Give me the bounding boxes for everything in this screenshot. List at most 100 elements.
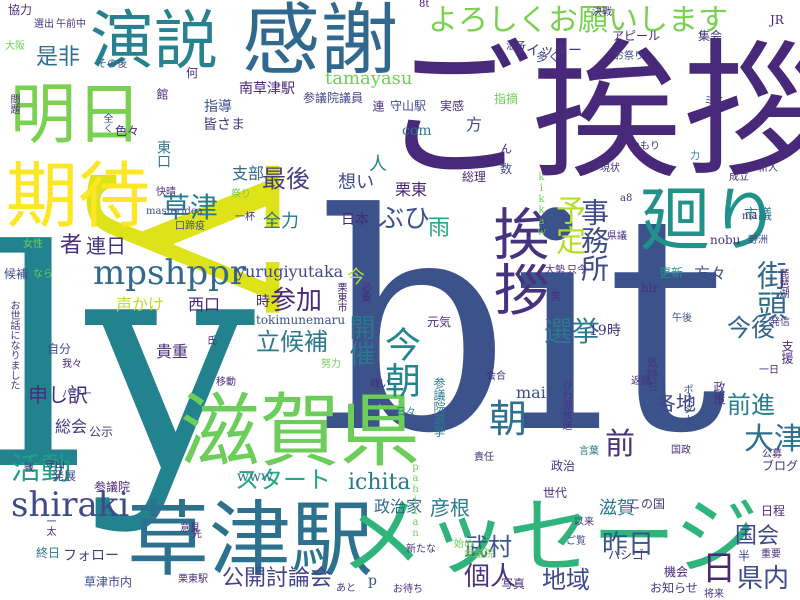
word-tadaima: 只今 bbox=[567, 265, 587, 276]
word-mawari: 廻り bbox=[640, 179, 780, 261]
word-kikkaw: kikkaw bbox=[536, 172, 547, 238]
word-kojin: 個人 bbox=[464, 562, 517, 592]
word-aisatsu-vertical: 挨拶 bbox=[484, 205, 549, 317]
word-hitsuyou: 必要 bbox=[359, 282, 370, 302]
word-kakuchi: 各地 bbox=[656, 391, 696, 415]
word-shien: 支援 bbox=[780, 340, 794, 364]
word-shiga: 滋賀 bbox=[599, 498, 635, 519]
word-kengi: 県議 bbox=[607, 231, 627, 242]
word-kotoba: 言葉 bbox=[579, 446, 599, 457]
word-zenryoku: 全力 bbox=[263, 211, 299, 232]
word-nishiguchi: 西口 bbox=[188, 295, 221, 314]
word-minasama: 皆さま bbox=[203, 117, 245, 133]
word-jibun: 自分 bbox=[47, 342, 72, 356]
word-osaka: 大阪 bbox=[5, 41, 25, 52]
word-shuujitsu: 終日 bbox=[36, 546, 61, 560]
word-oozei: 大勢 bbox=[545, 265, 565, 276]
word-sonogo: その後 bbox=[97, 59, 127, 70]
word-kimochi: 気持ち bbox=[645, 356, 659, 392]
word-tsumori: つもり bbox=[630, 141, 660, 152]
word-warai: 笑 bbox=[551, 292, 561, 303]
word-senkyo: 選挙 bbox=[544, 315, 601, 348]
word-henshin: 返信 bbox=[631, 376, 651, 387]
word-shashin: 写真 bbox=[501, 577, 526, 591]
word-kesa: 今朝 bbox=[379, 326, 420, 398]
word-irai: 以来 bbox=[574, 517, 594, 528]
word-mondai: 問題 bbox=[8, 94, 19, 114]
word-hashigo: ハシゴ bbox=[608, 548, 645, 562]
word-yurugi: yurugiyutaka bbox=[236, 262, 344, 281]
word-yoroshiku: よろしくお願いします bbox=[428, 3, 728, 38]
word-moushiwake: 申し訳 bbox=[28, 383, 88, 407]
word-iroiro: 色々 bbox=[115, 124, 140, 138]
word-yasu: 野洲 bbox=[748, 235, 768, 246]
word-sanginsenkyo: 参議院選挙 bbox=[432, 377, 446, 437]
word-kusatsu: 草津 bbox=[162, 191, 219, 224]
word-koushin: 更新 bbox=[659, 266, 684, 280]
word-zehi: 是非 bbox=[36, 45, 81, 70]
word-hatten: 発展 bbox=[52, 469, 77, 483]
word-koukai: 公開討論会 bbox=[222, 566, 333, 591]
word-poster: ポスター bbox=[681, 384, 692, 424]
word-mae: 前 bbox=[605, 427, 635, 462]
word-kouji: 公示 bbox=[89, 425, 114, 439]
word-kaigou: 会合 bbox=[486, 371, 506, 382]
word-omatsuri: お祭り bbox=[614, 51, 644, 62]
word-biwako: 琵琶湖 bbox=[777, 268, 788, 298]
word-higashiguchi: 東口 bbox=[155, 140, 171, 168]
word-juuyou: 重要 bbox=[761, 549, 781, 560]
word-www: www bbox=[237, 469, 273, 485]
word-jimusho: 事務所 bbox=[577, 198, 610, 282]
word-nara: なら bbox=[33, 269, 53, 280]
word-sangiin: 参議院 bbox=[94, 480, 131, 494]
word-gozenchu: 午前中 bbox=[56, 19, 86, 30]
word-hasshin: 発信 bbox=[770, 317, 790, 328]
word-ichida: 一太 bbox=[44, 516, 55, 536]
word-kitai: 期待 bbox=[6, 154, 151, 238]
word-follow: フォロー bbox=[63, 548, 119, 564]
word-blog: ブログ bbox=[762, 459, 799, 473]
word-shuugiin: 衆議院 bbox=[464, 549, 494, 560]
word-goran: ご覧 bbox=[566, 536, 586, 547]
word-hi: 日 bbox=[702, 549, 736, 589]
word-genjou: 現状 bbox=[600, 163, 620, 174]
word-nani: 何 bbox=[186, 66, 199, 80]
word-kaisai: 開催 bbox=[345, 314, 375, 366]
word-gaitou: 街頭 bbox=[751, 260, 786, 320]
word-kata: 方 bbox=[466, 115, 483, 134]
word-mpshppr: mpshppr bbox=[93, 253, 247, 293]
word-yotei: 予定 bbox=[550, 195, 585, 255]
word-mai: mai bbox=[516, 383, 546, 402]
word-mattaku: 全く bbox=[101, 113, 112, 133]
word-genki: 元気 bbox=[427, 315, 452, 329]
word-rittoueki: 栗東駅 bbox=[178, 574, 208, 585]
word-sakujitsu: 昨日 bbox=[602, 530, 655, 560]
word-ootsu: 大津 bbox=[744, 422, 800, 457]
word-asa: 朝 bbox=[489, 397, 528, 441]
word-suu: 数 bbox=[500, 162, 513, 176]
word-message: メッセージ bbox=[340, 488, 759, 586]
word-koekake: 声かけ bbox=[116, 295, 165, 314]
word-sangiin-giin: 参議院議員 bbox=[303, 91, 364, 105]
word-hikone: 彦根 bbox=[430, 496, 470, 520]
word-osewa: お世話になりました bbox=[8, 300, 19, 390]
word-nihon: 日本 bbox=[341, 212, 369, 228]
word-ima: 今 bbox=[347, 267, 365, 288]
word-shinjin: 新人 bbox=[758, 163, 778, 174]
word-wareware: 我々 bbox=[62, 359, 82, 370]
word-appeal: アピール bbox=[612, 29, 661, 43]
word-seiji: 政治 bbox=[551, 459, 576, 473]
word-p: p bbox=[368, 573, 377, 589]
word-koutei: 口蹄疫 bbox=[175, 221, 205, 232]
word-hibi: 日々 bbox=[396, 407, 416, 418]
word-seijika: 政治家 bbox=[374, 497, 423, 516]
word-renjitsu: 連日 bbox=[86, 234, 126, 258]
word-katagata: 方々 bbox=[694, 264, 727, 283]
word-mono: 者 bbox=[60, 233, 83, 258]
word-twitter: ツイッター bbox=[512, 43, 582, 59]
word-minamikusatsu: 南草津駅 bbox=[239, 81, 295, 97]
word-seisaku: 政策 bbox=[712, 381, 726, 405]
word-jikkan: 実感 bbox=[440, 99, 465, 113]
word-kusatsushinai: 草津市内 bbox=[84, 575, 133, 589]
word-rittoushi: 栗東市 bbox=[335, 282, 346, 312]
